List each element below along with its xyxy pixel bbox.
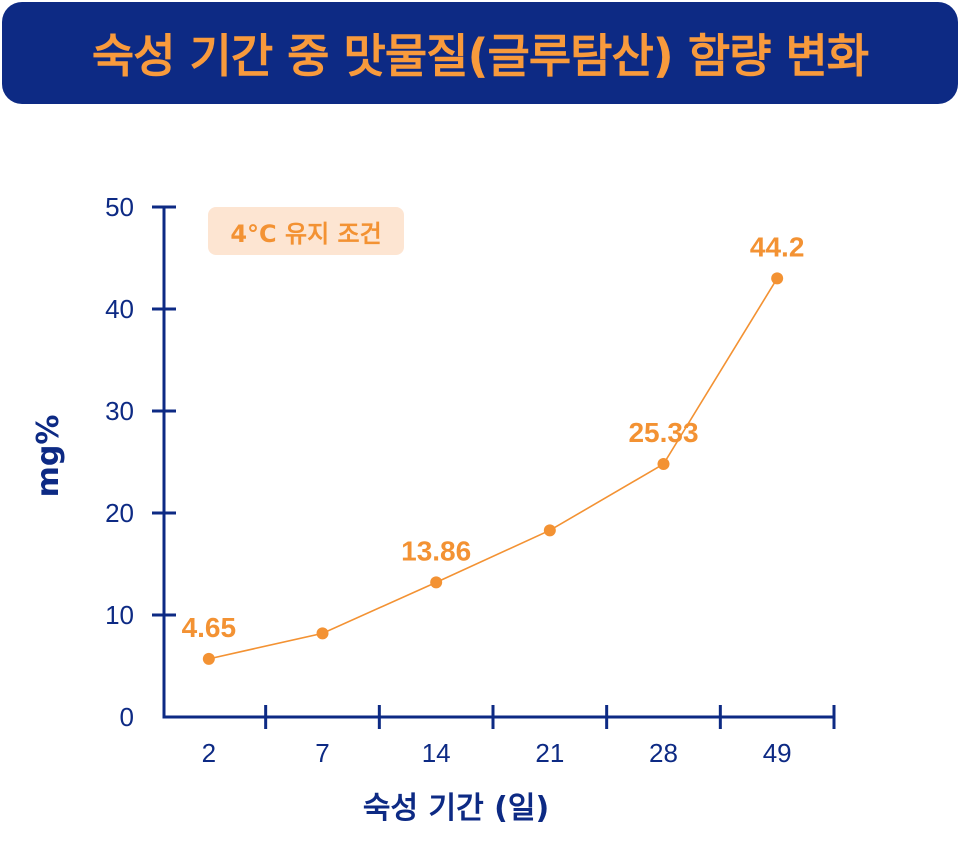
data-label: 13.86 <box>401 535 471 566</box>
data-point <box>771 272 784 285</box>
condition-badge-text: 4°C 유지 조건 <box>230 219 382 248</box>
data-point <box>202 652 215 665</box>
y-tick-label: 20 <box>105 498 134 528</box>
y-tick-label: 30 <box>105 396 134 426</box>
y-tick-label: 50 <box>105 192 134 222</box>
x-tick-label: 7 <box>315 738 329 768</box>
y-tick-label: 10 <box>105 600 134 630</box>
data-point <box>543 524 556 537</box>
x-tick-label: 49 <box>763 738 792 768</box>
data-label: 4.65 <box>182 612 237 643</box>
data-point <box>657 458 670 471</box>
x-tick-label: 21 <box>535 738 564 768</box>
x-axis-title: 숙성 기간 (일) <box>363 791 549 826</box>
series-line <box>208 277 778 660</box>
data-point <box>316 627 329 640</box>
y-tick-label: 0 <box>120 702 134 732</box>
condition-badge: 4°C 유지 조건 <box>208 207 404 255</box>
data-label: 25.33 <box>628 417 698 448</box>
title-banner: 숙성 기간 중 맛물질(글루탐산) 함량 변화 <box>2 2 958 104</box>
data-point <box>430 576 443 589</box>
chart-title: 숙성 기간 중 맛물질(글루탐산) 함량 변화 <box>91 29 869 83</box>
x-tick-label: 14 <box>422 738 451 768</box>
y-tick-label: 40 <box>105 294 134 324</box>
data-label: 44.2 <box>750 231 805 262</box>
x-tick-label: 28 <box>649 738 678 768</box>
y-axis-title: mg% <box>31 415 66 498</box>
x-tick-label: 2 <box>202 738 216 768</box>
